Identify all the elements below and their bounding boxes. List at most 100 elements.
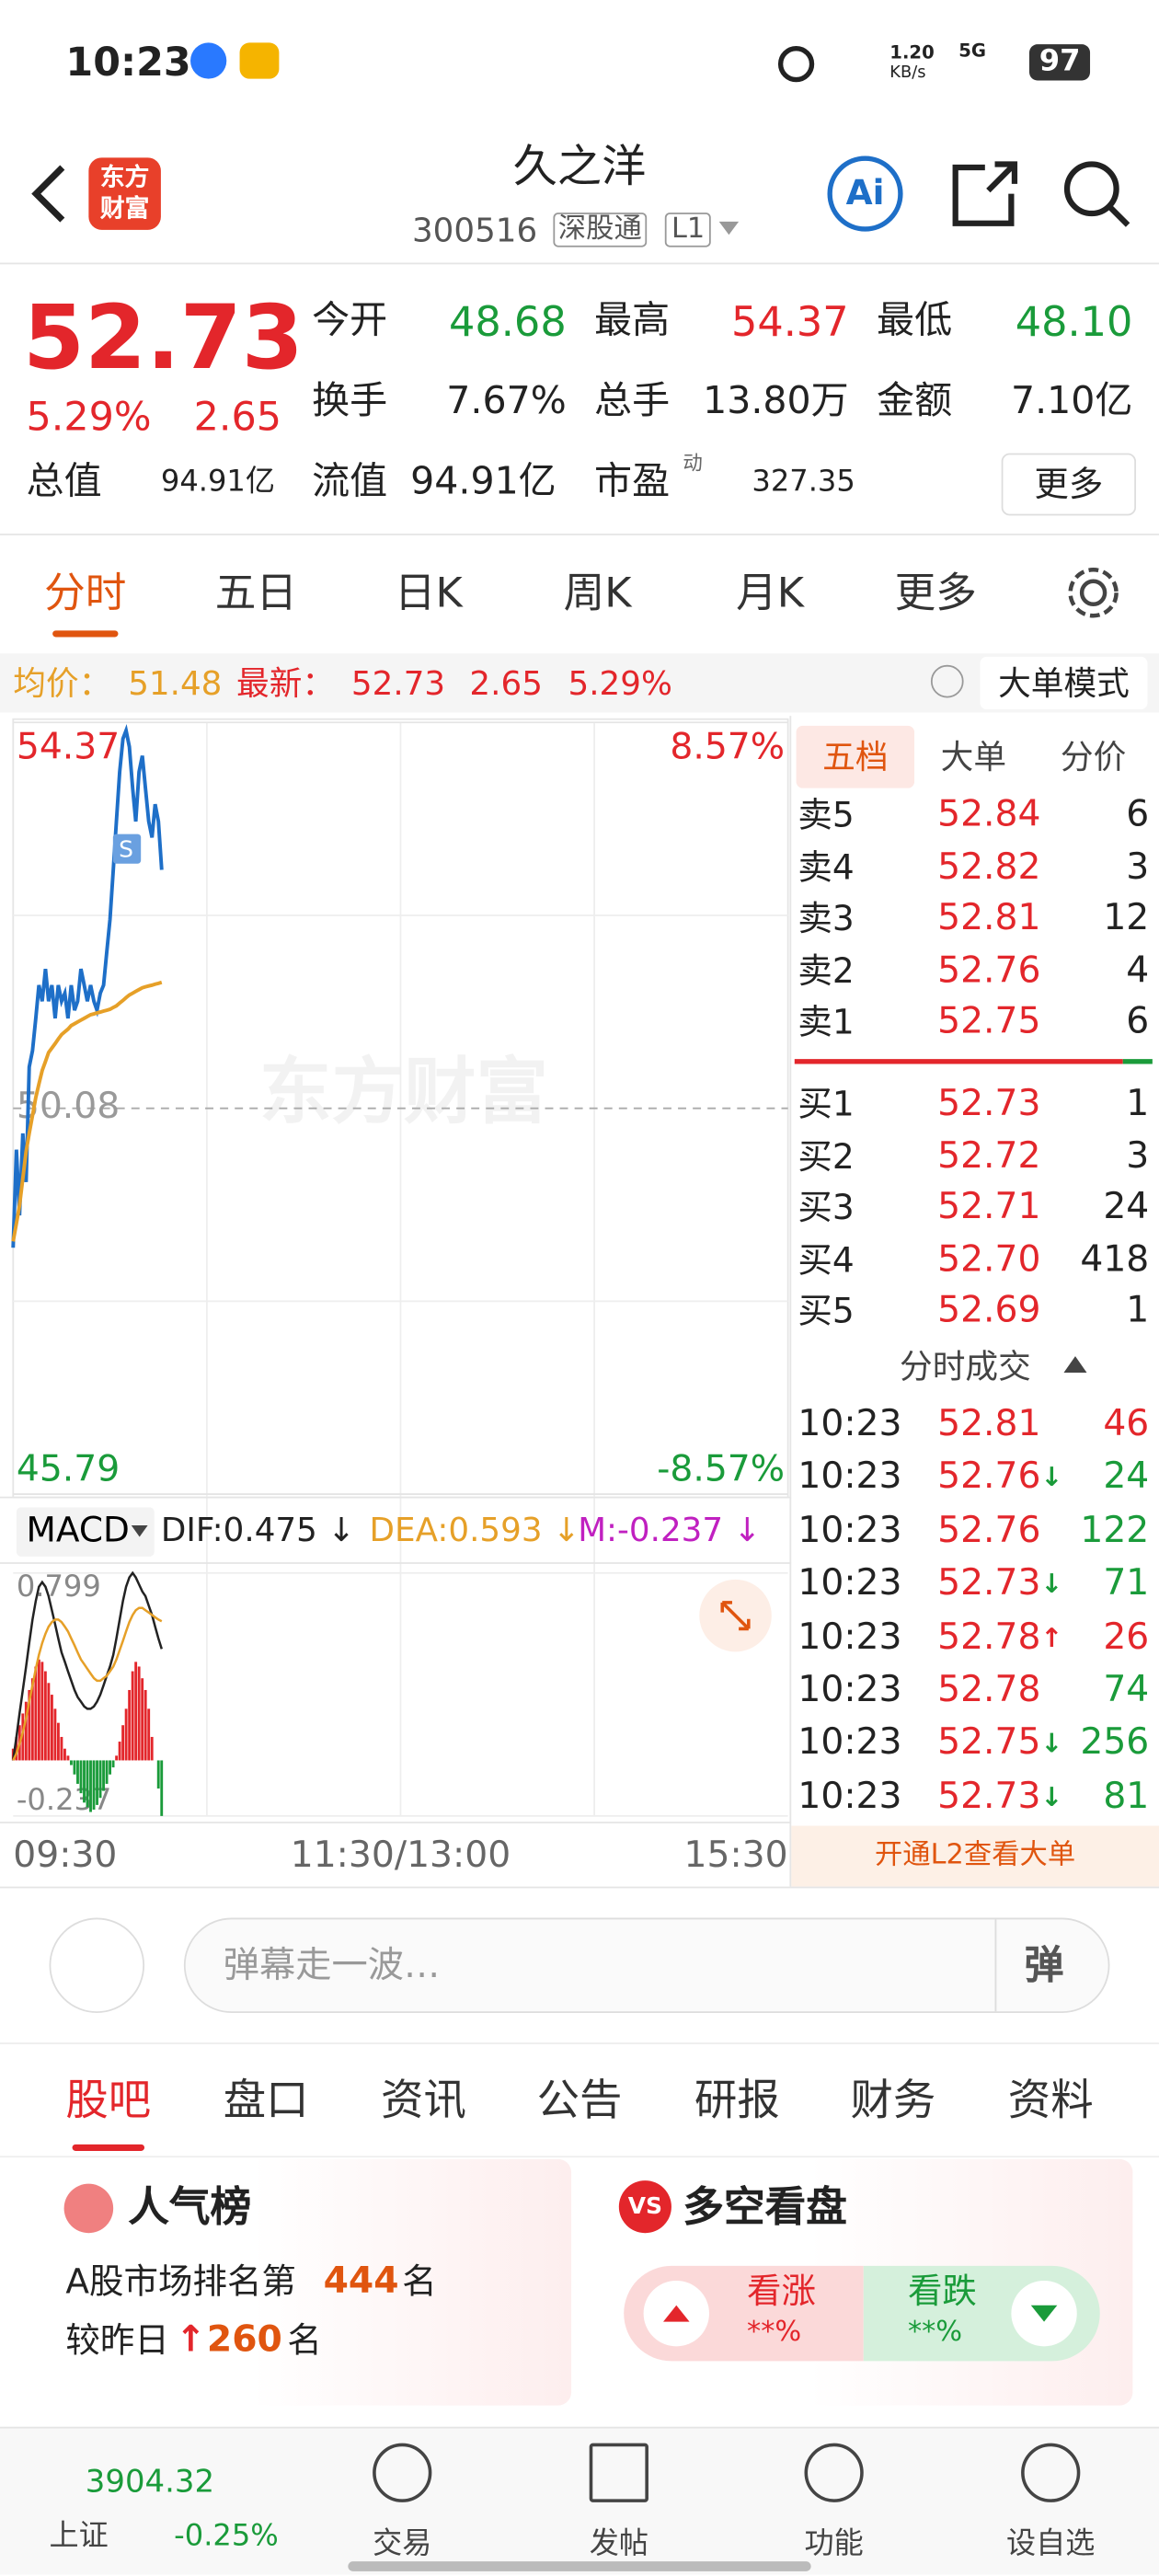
more-button[interactable]: 更多 [1001, 453, 1137, 516]
book-volume: 12 [1103, 898, 1150, 939]
settings-button[interactable] [1063, 563, 1122, 622]
home-indicator [348, 2561, 811, 2571]
comment-list-button[interactable] [49, 1917, 145, 2014]
macd-bar [86, 1760, 89, 1808]
trade-price: 52.81 [937, 1403, 1041, 1445]
book-volume: 418 [1080, 1238, 1150, 1281]
share-button[interactable] [949, 157, 1022, 230]
trade-volume: 71 [1103, 1563, 1150, 1604]
chart-tab[interactable]: 周K [563, 569, 632, 617]
chart-tab[interactable]: 五日 [214, 569, 298, 617]
help-icon[interactable] [930, 664, 964, 698]
divider [994, 1919, 997, 2012]
series-line [12, 1606, 163, 1761]
field-value: 94.91亿 [410, 460, 557, 504]
search-button[interactable] [1061, 157, 1133, 230]
dropdown-icon [131, 1524, 148, 1537]
macd-bar [118, 1742, 121, 1761]
trade-volume: 81 [1103, 1776, 1150, 1818]
dropdown-icon[interactable] [716, 218, 742, 237]
chart-tab[interactable]: 月K [736, 569, 804, 617]
macd-bar [60, 1736, 63, 1761]
trade-dir: ↓ [1040, 1781, 1063, 1812]
book-label: 卖1 [798, 1002, 855, 1042]
section-tab[interactable]: 资料 [1007, 2076, 1094, 2127]
macd-bar [109, 1760, 112, 1775]
trade-time: 10:23 [798, 1776, 902, 1818]
section-tab[interactable]: 财务 [850, 2076, 936, 2127]
chart-tab[interactable]: 更多 [894, 569, 977, 617]
change-suffix: 名 [287, 2320, 322, 2361]
section-tab[interactable]: 股吧 [65, 2076, 152, 2127]
macd-bar [56, 1722, 60, 1761]
popularity-card[interactable] [39, 2158, 572, 2406]
section-tab[interactable]: 研报 [694, 2076, 780, 2127]
nav-icon[interactable] [1021, 2443, 1081, 2502]
book-tab[interactable]: 大单 [940, 737, 1007, 777]
nav-icon[interactable] [589, 2443, 648, 2502]
logo[interactable]: 东方 财富 [88, 157, 161, 230]
section-tab[interactable]: 公告 [536, 2076, 623, 2127]
expand-icon [720, 1601, 751, 1631]
index-value[interactable]: 3904.32 [85, 2463, 215, 2501]
macd-bar [28, 1689, 31, 1761]
nav-label[interactable]: 交易 [373, 2526, 432, 2562]
section-tab[interactable]: 资讯 [381, 2076, 466, 2127]
macd-bar [134, 1662, 138, 1761]
legend-entry: M:-0.237 ↓ [578, 1512, 761, 1549]
nav-label[interactable]: 设自选 [1006, 2526, 1096, 2562]
macd-bar [160, 1760, 164, 1816]
field-value: 48.10 [1015, 297, 1133, 346]
comment-input[interactable] [183, 1917, 1110, 2014]
book-label: 卖4 [798, 846, 855, 887]
y-tick-label: 45.79 [17, 1449, 120, 1490]
book-price: 52.72 [937, 1135, 1041, 1177]
nav-label[interactable]: 发帖 [589, 2526, 648, 2562]
book-volume: 6 [1126, 1001, 1150, 1043]
section-tab[interactable]: 盘口 [223, 2076, 309, 2127]
book-volume: 24 [1103, 1187, 1150, 1228]
field-label: 总值 [26, 460, 102, 504]
info-bar [0, 653, 1159, 713]
logo-line: 东方 [99, 162, 150, 192]
trades-sort[interactable] [1063, 1356, 1087, 1374]
macd-bar [98, 1760, 102, 1799]
trade-price: 52.76 [937, 1456, 1041, 1499]
back-button[interactable] [23, 161, 73, 226]
nav-icon[interactable] [804, 2443, 864, 2502]
trade-volume: 256 [1080, 1722, 1150, 1765]
book-tab[interactable]: 五档 [822, 737, 889, 777]
book-price: 52.70 [937, 1238, 1041, 1281]
mode-button[interactable]: 大单模式 [980, 656, 1148, 709]
book-tab[interactable]: 分价 [1060, 737, 1127, 777]
trades-title: 分时成交 [900, 1346, 1031, 1386]
chart-tab[interactable]: 日K [394, 569, 463, 617]
panel-divider [789, 716, 792, 1887]
danmaku-button[interactable]: 弹 [1024, 1942, 1064, 1989]
book-price: 52.69 [937, 1290, 1041, 1332]
trade-time: 10:23 [798, 1616, 902, 1658]
l2-banner[interactable]: 开通L2查看大单 [791, 1825, 1159, 1887]
book-volume: 4 [1126, 949, 1150, 992]
macd-bar [111, 1760, 115, 1768]
net-unit: KB/s [889, 63, 926, 83]
book-bar [794, 1059, 1123, 1064]
chart-tab[interactable]: 分时 [44, 569, 127, 617]
nav-icon[interactable] [373, 2443, 432, 2502]
macd-bar [141, 1678, 144, 1761]
macd-bar [124, 1708, 128, 1761]
index-name: 上证 [49, 2518, 109, 2554]
trade-dir: ↓ [1040, 1728, 1063, 1760]
book-price: 52.82 [937, 846, 1041, 888]
avg-value: 51.48 [128, 663, 223, 703]
battery: 97 [1029, 44, 1091, 81]
book-label: 买3 [798, 1188, 855, 1228]
trade-time: 10:23 [798, 1403, 902, 1445]
app-icon [190, 42, 227, 79]
ai-button[interactable] [827, 155, 903, 232]
macd-bar [24, 1701, 28, 1761]
marker: S [119, 835, 133, 862]
nav-label[interactable]: 功能 [804, 2526, 864, 2562]
macd-bar [121, 1725, 125, 1761]
rank-change: 260 [206, 2319, 282, 2362]
